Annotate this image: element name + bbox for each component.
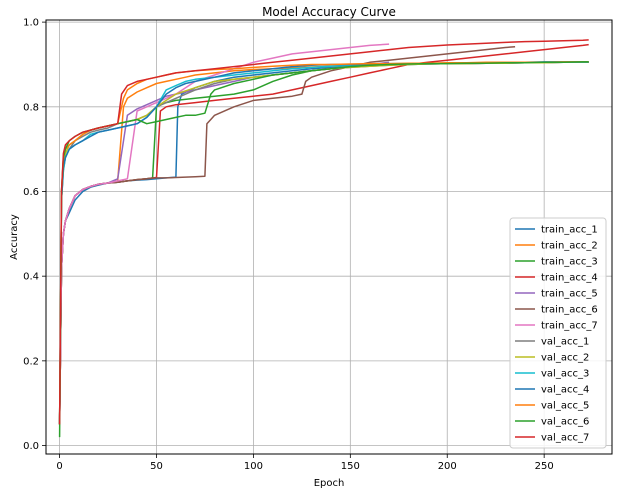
y-axis-title: Accuracy (9, 214, 20, 260)
y-tick-label: 0.8 (23, 102, 39, 113)
y-tick-label: 0.6 (23, 187, 39, 198)
legend-label: train_acc_3 (541, 257, 598, 268)
legend-label: train_acc_4 (541, 273, 598, 284)
y-tick-label: 1.0 (23, 18, 39, 29)
y-tick-label: 0.0 (23, 441, 39, 452)
legend-label: train_acc_7 (541, 321, 598, 332)
x-axis-ticks: 0 50 100 150 200 250 (56, 454, 554, 472)
series-line-val_acc_7 (58, 39, 589, 425)
plot-frame (45, 19, 613, 455)
x-tick-label: 200 (438, 461, 457, 472)
legend-label: train_acc_5 (541, 289, 598, 300)
legend-label: val_acc_1 (541, 337, 589, 348)
series-lines (58, 39, 589, 438)
legend-label: val_acc_5 (541, 401, 589, 412)
x-tick-label: 50 (150, 461, 163, 472)
legend-label: val_acc_2 (541, 353, 589, 364)
legend-label: val_acc_4 (541, 385, 589, 396)
legend-box (509, 217, 607, 449)
x-tick-label: 150 (341, 461, 360, 472)
series-line-train_acc_7 (58, 43, 390, 425)
legend-label: train_acc_6 (541, 305, 598, 316)
y-axis-ticks: 0.0 0.2 0.4 0.6 0.8 1.0 (23, 18, 46, 452)
legend-label: train_acc_2 (541, 241, 598, 252)
x-axis-title: Epoch (314, 478, 345, 489)
x-tick-label: 250 (535, 461, 554, 472)
y-tick-label: 0.2 (23, 356, 39, 367)
grid (46, 20, 612, 454)
legend-label: val_acc_3 (541, 369, 589, 380)
legend-label: val_acc_7 (541, 433, 589, 444)
x-tick-label: 0 (56, 461, 62, 472)
x-tick-label: 100 (244, 461, 263, 472)
legend: train_acc_1 train_acc_2 train_acc_3 train_a… (509, 217, 607, 449)
legend-label: val_acc_6 (541, 417, 589, 428)
chart-title: Model Accuracy Curve (262, 5, 396, 19)
legend-label: train_acc_1 (541, 225, 598, 236)
y-tick-label: 0.4 (23, 272, 39, 283)
